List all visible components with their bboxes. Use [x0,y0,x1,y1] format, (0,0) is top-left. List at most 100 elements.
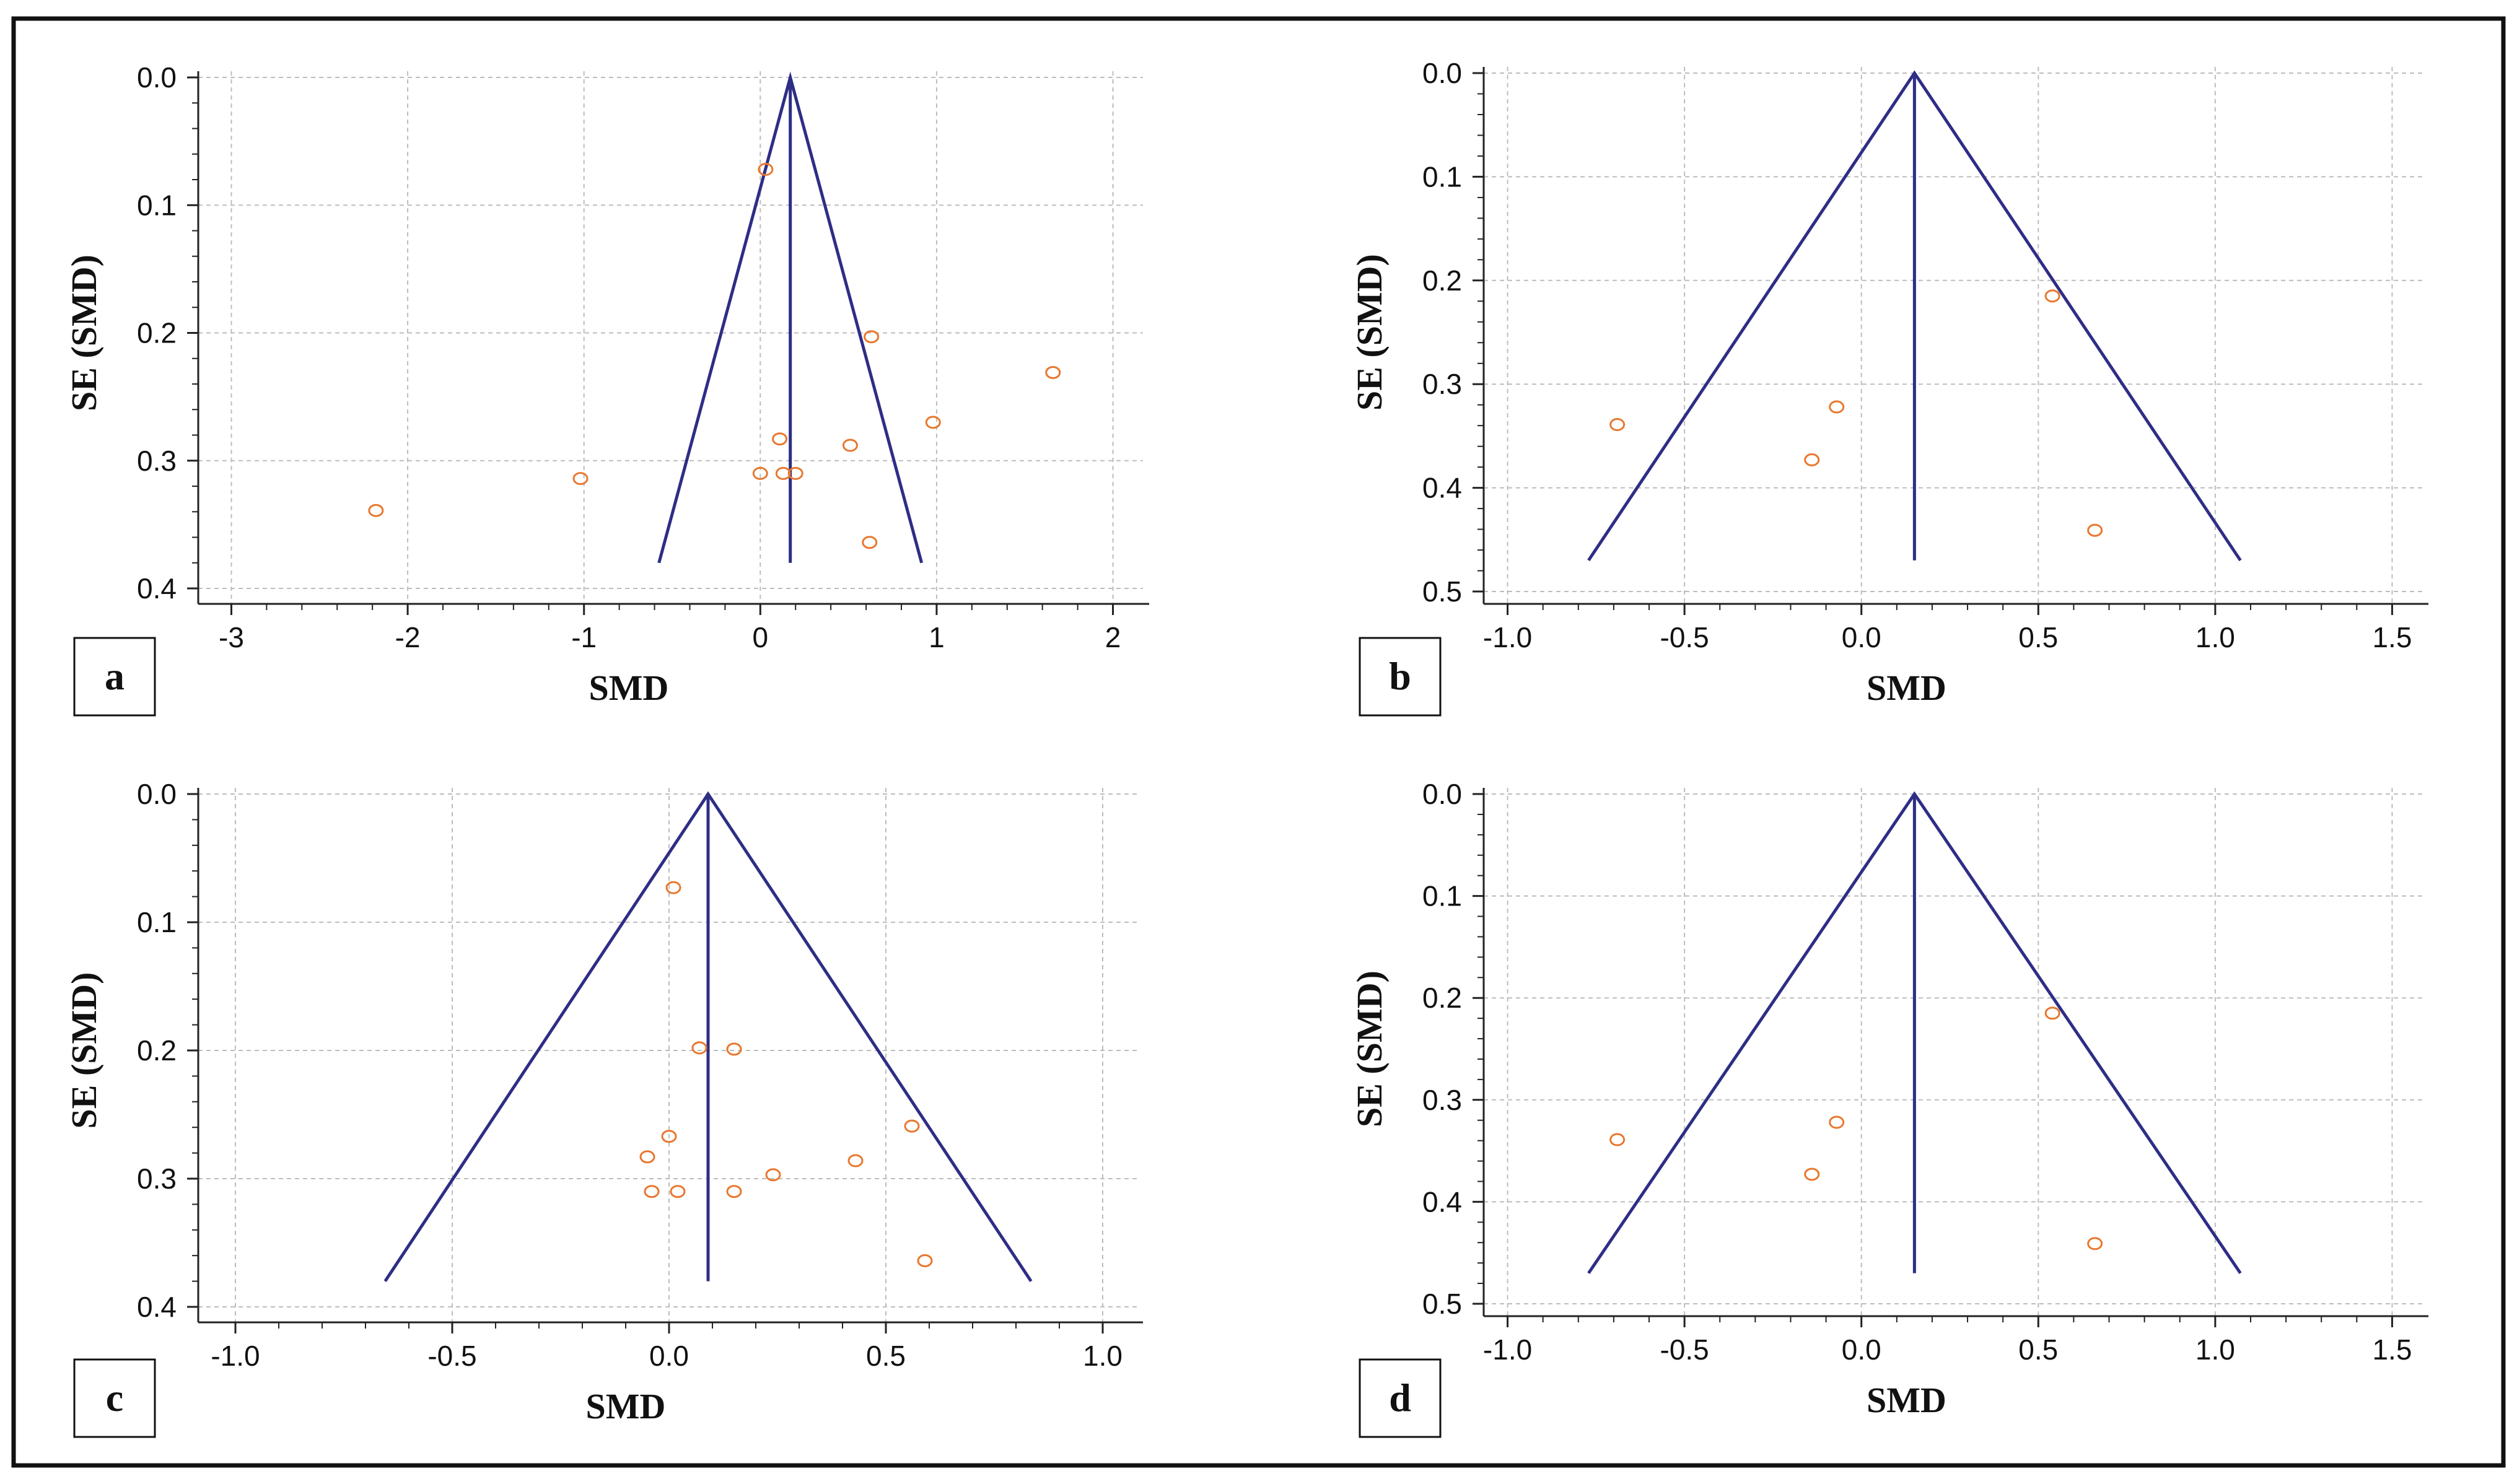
x-tick-label: 1.5 [2372,1333,2412,1366]
y-tick-label: 0.2 [1422,982,1462,1014]
x-tick-label: 0.5 [2018,621,2058,653]
x-axis-title: SMD [586,1386,666,1426]
y-tick-label: 0.3 [1422,1084,1462,1116]
study-point [864,330,880,344]
study-point [670,1185,686,1198]
funnel-panel-b: -1.0 -0.5 0.0 0.5 1.0 1.5 0.0 0.1 0.2 0.3 0.4 0.5 SM… [1349,57,2428,717]
x-tick-label: 0 [753,621,769,653]
y-axis-title: SE (SMD) [64,255,104,411]
x-tick-label: -0.5 [1660,621,1709,653]
x-tick-label: 0.0 [1842,1333,1881,1366]
y-tick-label: 0.0 [137,61,177,94]
study-point [847,1154,864,1168]
y-tick-label: 0.1 [137,189,177,221]
study-point [765,1168,781,1182]
y-tick-label: 0.4 [137,572,177,605]
panel-label-box [1359,637,1442,717]
x-tick-label: -1.0 [211,1340,260,1372]
x-axis-title: SMD [589,668,669,708]
y-tick-label: 0.3 [137,445,177,477]
study-point [661,1130,677,1143]
panel-label: b [1389,654,1411,698]
study-point [2044,1006,2060,1020]
study-point [772,432,788,446]
x-tick-label: 0.0 [1842,621,1881,653]
study-point [925,416,941,429]
study-point [904,1119,920,1133]
study-point [726,1042,742,1056]
y-tick-label: 0.4 [1422,472,1462,504]
study-point [691,1041,707,1055]
figure-frame [11,16,2506,1468]
x-tick-label: 0.0 [649,1340,689,1372]
panels-group: -3 -2 -1 0 1 2 0.0 0.1 0.2 0.3 0.4 SMD SE (SMD) a -1.0… [64,57,2428,1438]
y-tick-label: 0.1 [137,906,177,938]
study-point [726,1185,742,1198]
x-tick-label: -2 [395,621,421,653]
x-tick-label: -1.0 [1483,1333,1532,1366]
x-tick-label: 1.0 [2195,1333,2235,1366]
y-axis-title: SE (SMD) [64,972,104,1129]
y-tick-label: 0.1 [1422,880,1462,912]
funnel-panel-d: -1.0 -0.5 0.0 0.5 1.0 1.5 0.0 0.1 0.2 0.3 0.4 0.5 SM… [1349,778,2428,1438]
x-tick-label: 0.5 [866,1340,906,1372]
panel-label-box [73,1358,156,1438]
y-tick-label: 0.4 [1422,1185,1462,1218]
study-point [639,1150,655,1164]
funnel-panel-c: -1.0 -0.5 0.0 0.5 1.0 0.0 0.1 0.2 0.3 0.4 SMD SE (S… [64,778,1143,1438]
y-tick-label: 0.2 [1422,264,1462,297]
y-tick-label: 0.1 [1422,160,1462,193]
y-tick-label: 0.5 [1422,1288,1462,1320]
x-tick-label: 1 [929,621,945,653]
x-tick-label: -0.5 [427,1340,476,1372]
study-point [752,466,768,480]
y-tick-label: 0.5 [1422,575,1462,608]
panel-label: c [106,1376,123,1420]
x-tick-label: 1.5 [2372,621,2412,653]
study-point [862,536,878,549]
x-tick-label: 1.0 [1083,1340,1123,1372]
x-axis-title: SMD [1867,1380,1946,1420]
panel-label: d [1389,1376,1411,1420]
study-point [2087,523,2103,537]
study-point [644,1185,660,1198]
y-tick-label: 0.3 [137,1163,177,1195]
y-tick-label: 0.0 [137,778,177,810]
study-point [1804,1168,1820,1181]
study-point [1609,417,1626,431]
study-point [917,1254,933,1267]
study-point [787,466,803,480]
y-tick-label: 0.4 [137,1291,177,1323]
x-tick-label: 0.5 [2018,1333,2058,1366]
study-point [1829,400,1845,414]
y-tick-label: 0.3 [1422,368,1462,400]
x-tick-label: -1 [571,621,597,653]
y-tick-label: 0.0 [1422,57,1462,89]
study-point [665,881,681,894]
funnel-panel-a: -3 -2 -1 0 1 2 0.0 0.1 0.2 0.3 0.4 SMD SE (SMD) a [64,61,1149,717]
study-point [775,466,791,480]
x-tick-label: 1.0 [2195,621,2235,653]
x-tick-label: 2 [1105,621,1121,653]
study-point [1804,453,1820,466]
x-tick-label: -0.5 [1660,1333,1709,1366]
y-axis-title: SE (SMD) [1349,254,1390,411]
study-point [842,439,858,452]
study-point [1045,365,1061,379]
study-point [2087,1237,2103,1250]
panel-label: a [105,654,125,698]
y-tick-label: 0.2 [137,317,177,349]
y-axis-title: SE (SMD) [1349,971,1390,1127]
study-point [2044,289,2060,303]
y-tick-label: 0.0 [1422,778,1462,810]
study-point [368,504,384,517]
study-point [572,472,589,486]
study-point [758,163,774,176]
x-axis-title: SMD [1867,668,1946,708]
y-tick-label: 0.2 [137,1034,177,1067]
study-point [1609,1133,1626,1146]
x-tick-label: -1.0 [1483,621,1532,653]
study-point [1829,1115,1845,1129]
x-tick-label: -3 [219,621,244,653]
